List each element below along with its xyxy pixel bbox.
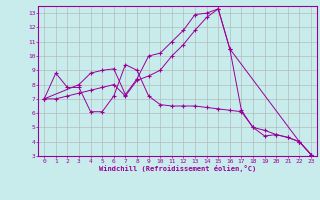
X-axis label: Windchill (Refroidissement éolien,°C): Windchill (Refroidissement éolien,°C): [99, 165, 256, 172]
